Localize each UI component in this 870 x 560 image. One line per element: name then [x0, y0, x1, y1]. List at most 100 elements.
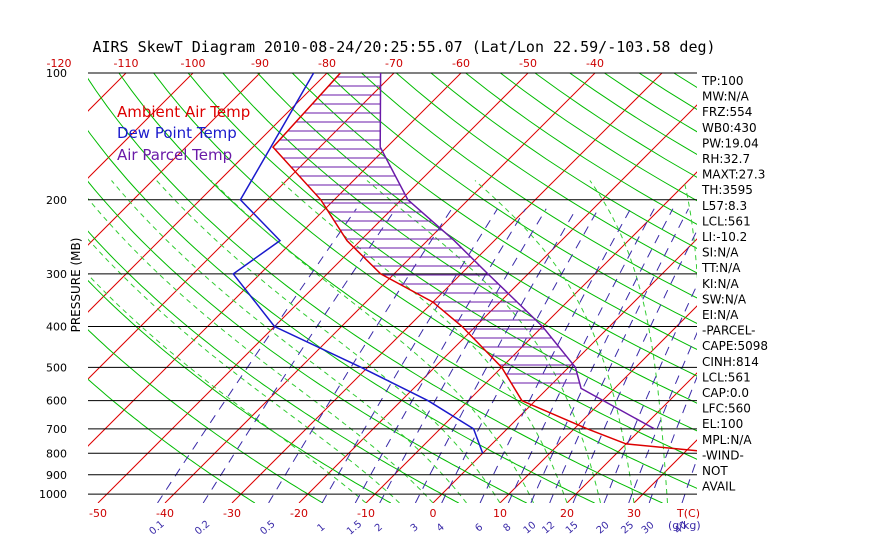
dry-adiabat-line [88, 329, 324, 503]
background-grid [0, 73, 870, 503]
moist-adiabat-line [111, 180, 467, 503]
stat-item: KI:N/A [702, 277, 739, 291]
dry-adiabat-line [395, 73, 697, 274]
stat-item: -WIND- [702, 448, 744, 462]
isotherm-line [88, 73, 127, 112]
pressure-tick-label: 300 [46, 268, 67, 281]
mixing-ratio-line [479, 208, 632, 503]
pressure-tick-label: 100 [46, 67, 67, 80]
mixing-ratio-line [628, 331, 697, 503]
moist-adiabat-line [366, 180, 601, 503]
legend-air-parcel-temp: Air Parcel Temp [117, 146, 232, 164]
stat-item: MW:N/A [702, 90, 750, 104]
stat-item: CAP:0.0 [702, 386, 749, 400]
moist-adiabat-line [156, 180, 501, 503]
y-axis-label: PRESSURE (MB) [69, 238, 83, 333]
stat-item: CAPE:5098 [702, 339, 768, 353]
pressure-tick-label: 500 [46, 361, 67, 374]
dry-adiabat-line [778, 73, 870, 503]
bottom-temperature-tick-label: 20 [560, 507, 574, 520]
stat-item: TP:100 [701, 74, 744, 88]
mixing-ratio-line [507, 208, 655, 503]
bottom-temperature-tick-label: 0 [430, 507, 437, 520]
dry-adiabat-line [500, 73, 697, 202]
mixing-ratio-tick-label: 3 [409, 522, 421, 535]
bottom-temperature-tick-label: 30 [627, 507, 641, 520]
temperature-unit-label: T(C) [676, 507, 700, 520]
stat-item: TT:N/A [701, 261, 741, 275]
dry-adiabat-line [88, 378, 256, 503]
stat-item: EI:N/A [702, 308, 739, 322]
isotherm-line [88, 73, 462, 447]
mixing-ratio-line [157, 208, 357, 503]
moist-adiabat-line [279, 180, 568, 503]
stat-item: TH:3595 [701, 183, 753, 197]
stat-item: LFC:560 [702, 402, 751, 416]
stat-item: MPL:N/A [702, 433, 752, 447]
top-temperature-tick-label: -40 [586, 57, 604, 70]
mixing-ratio-tick-label: 0.1 [147, 519, 166, 538]
stat-item: NOT [702, 464, 728, 478]
dry-adiabat-line [361, 73, 697, 299]
mixing-ratio-line [603, 284, 697, 503]
dry-adiabat-line [257, 73, 697, 377]
dew-point-temp-line [232, 73, 484, 454]
mixing-ratio-line [414, 208, 577, 503]
pressure-tick-label: 400 [46, 321, 67, 334]
isotherm-line [0, 73, 59, 503]
stat-item: MAXT:27.3 [702, 168, 765, 182]
mixing-ratio-tick-label: 0.2 [193, 519, 212, 538]
stat-item: PW:19.04 [702, 136, 759, 150]
mixing-ratio-tick-label: 10 [522, 520, 539, 537]
bottom-temperature-tick-label: -10 [357, 507, 375, 520]
moist-adiabat-line [474, 180, 635, 503]
mixing-ratio-tick-label: 15 [564, 520, 581, 537]
pressure-tick-label: 600 [46, 395, 67, 408]
stat-item: SI:N/A [702, 246, 739, 260]
stat-item: SW:N/A [702, 292, 747, 306]
pressure-tick-label: 1000 [39, 488, 67, 501]
top-temperature-tick-label: -60 [452, 57, 470, 70]
moist-adiabat-line [88, 238, 400, 503]
stat-item: CINH:814 [702, 355, 759, 369]
stat-item: LCL:561 [702, 214, 751, 228]
ambient-air-temp-line [271, 73, 697, 452]
moist-adiabat-line [589, 180, 668, 503]
isotherm-line [88, 73, 261, 246]
dry-adiabat-line [430, 73, 697, 250]
chart-title: AIRS SkewT Diagram 2010-08-24/20:25:55.0… [92, 38, 715, 56]
isotherm-line [88, 73, 395, 380]
bottom-temperature-tick-label: -30 [223, 507, 241, 520]
pressure-tick-label: 900 [46, 469, 67, 482]
top-temperature-tick-label: -50 [519, 57, 537, 70]
isotherm-line [164, 73, 596, 503]
isotherm-line [97, 73, 529, 503]
mixing-ratio-line [441, 208, 599, 503]
top-temperature-tick-label: -100 [181, 57, 206, 70]
dry-adiabat-line [88, 129, 595, 503]
mixing-ratio-line [572, 229, 697, 503]
top-temperature-tick-label: -120 [47, 57, 72, 70]
mixing-ratio-tick-label: 1.5 [345, 519, 364, 538]
top-temperature-tick-label: -110 [114, 57, 139, 70]
dry-adiabat-line [743, 73, 870, 503]
dry-adiabat-line [153, 73, 697, 460]
top-temperature-tick-label: -90 [251, 57, 269, 70]
legend-dew-point-temp: Dew Point Temp [117, 124, 237, 142]
stat-item: WB0:430 [702, 121, 757, 135]
dry-adiabat-line [326, 73, 697, 325]
stat-item: L57:8.3 [702, 199, 747, 213]
mixing-ratio-tick-label: 30 [640, 520, 657, 537]
mixing-ratio-tick-label: 25 [619, 520, 636, 537]
bottom-temperature-tick-label: 10 [493, 507, 507, 520]
dry-adiabat-line [222, 73, 697, 404]
mixing-ratio-tick-label: 1 [316, 522, 328, 535]
isotherm-line [88, 73, 328, 313]
pressure-tick-label: 200 [46, 194, 67, 207]
top-temperature-tick-label: -80 [318, 57, 336, 70]
mixing-ratio-tick-label: 8 [502, 522, 514, 535]
mixing-ratio-tick-label: 4 [435, 522, 447, 535]
stat-item: RH:32.7 [702, 152, 750, 166]
air-parcel-temp-line [379, 73, 655, 430]
mixing-ratio-tick-label: 20 [595, 520, 612, 537]
